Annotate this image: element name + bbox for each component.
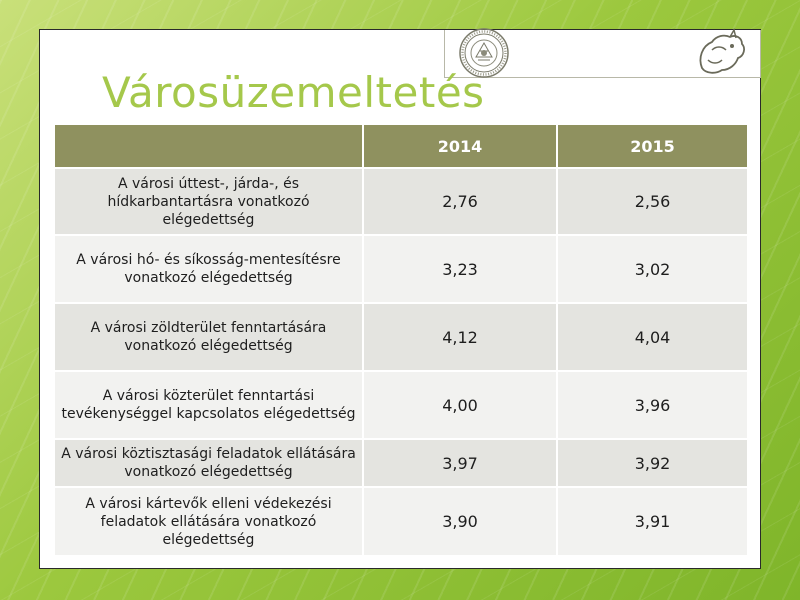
header-cell-empty (55, 125, 364, 168)
value-2014: 3,23 (363, 234, 558, 303)
table-row: A városi zöldterület fenntartására vonat… (55, 302, 747, 371)
row-label: A városi hó- és síkosság-mentesítésre vo… (55, 234, 364, 303)
table-row: A városi közterület fenntartási tevékeny… (55, 370, 747, 439)
row-label: A városi úttest-, járda-, és hídkarbanta… (55, 167, 364, 235)
header-cell-2015: 2015 (557, 125, 747, 168)
value-2014: 3,90 (363, 486, 558, 555)
value-2015: 3,91 (557, 486, 747, 555)
table-row: A városi úttest-, járda-, és hídkarbanta… (55, 167, 747, 235)
row-label: A városi zöldterület fenntartására vonat… (55, 302, 364, 371)
table-row: A városi kártevők elleni védekezési fela… (55, 486, 747, 555)
animal-logo-icon (699, 28, 745, 74)
value-2015: 3,92 (557, 438, 747, 487)
table-row: A városi köztisztasági feladatok ellátás… (55, 438, 747, 487)
value-2014: 4,00 (363, 370, 558, 439)
header-cell-2014: 2014 (363, 125, 558, 168)
row-label: A városi közterület fenntartási tevékeny… (55, 370, 364, 439)
satisfaction-table: 2014 2015 A városi úttest-, járda-, és h… (55, 125, 747, 555)
row-label: A városi köztisztasági feladatok ellátás… (55, 438, 364, 487)
row-label: A városi kártevők elleni védekezési fela… (55, 486, 364, 555)
seal-logo-icon (459, 28, 509, 78)
value-2014: 3,97 (363, 438, 558, 487)
value-2015: 3,96 (557, 370, 747, 439)
logo-banner (444, 28, 761, 78)
table-header-row: 2014 2015 (55, 125, 747, 168)
value-2014: 2,76 (363, 167, 558, 235)
value-2015: 2,56 (557, 167, 747, 235)
value-2015: 4,04 (557, 302, 747, 371)
table-row: A városi hó- és síkosság-mentesítésre vo… (55, 234, 747, 303)
value-2014: 4,12 (363, 302, 558, 371)
page-title: Városüzemeltetés (102, 68, 485, 117)
value-2015: 3,02 (557, 234, 747, 303)
